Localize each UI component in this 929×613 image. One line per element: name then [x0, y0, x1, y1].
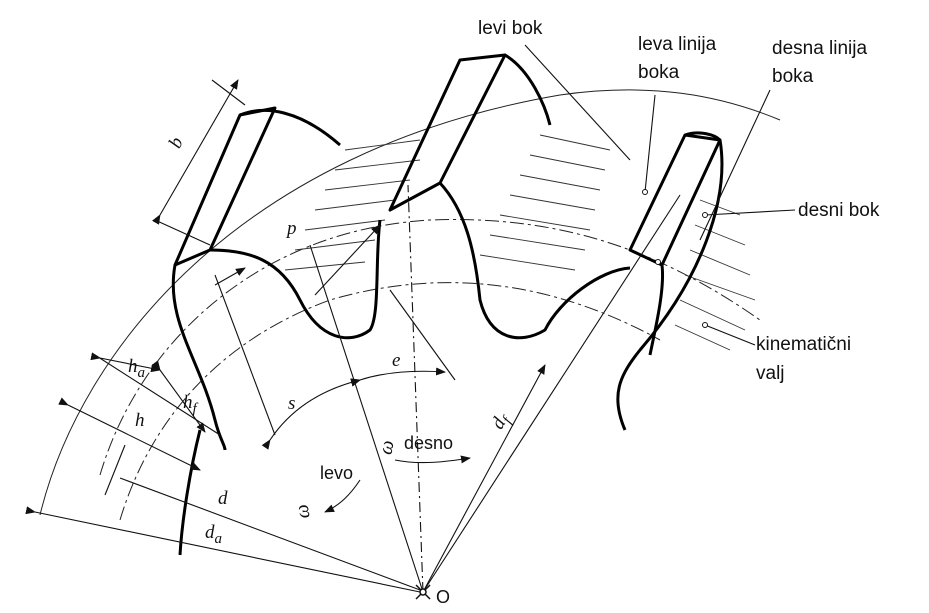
symbol-ha-main: h	[128, 356, 138, 377]
root-circle-arc	[119, 282, 661, 521]
symbol-da-sub: a	[214, 530, 223, 547]
symbol-s: s	[288, 393, 296, 414]
label-kinematicni-2: valj	[756, 363, 785, 384]
symbol-hf-main: h	[183, 392, 193, 413]
origin-point	[415, 584, 431, 600]
symbol-da: da	[205, 522, 222, 548]
symbol-d: d	[218, 488, 228, 509]
symbol-origin: O	[436, 587, 451, 607]
symbol-h: h	[135, 410, 145, 431]
label-desna-linija-2: boka	[772, 66, 814, 87]
symbol-e: e	[392, 350, 401, 371]
label-kinematicni-1: kinematični	[756, 334, 852, 355]
label-desni-bok: desni bok	[798, 200, 880, 221]
symbol-ha-sub: a	[137, 364, 146, 381]
flank-hatching	[284, 134, 756, 351]
symbol-ha: ha	[128, 356, 145, 382]
symbol-hf: hf	[183, 392, 197, 418]
label-levi-bok: levi bok	[478, 18, 543, 39]
tip-circle-arc	[39, 89, 781, 516]
symbol-p: p	[287, 218, 297, 239]
label-leva-linija-2: boka	[638, 62, 680, 83]
label-desno: desno	[404, 433, 454, 453]
symbol-hf-sub: f	[192, 400, 197, 417]
label-levo: levo	[320, 463, 354, 483]
label-leva-linija-1: leva linija	[638, 34, 717, 55]
label-desna-linija-1: desna linija	[772, 38, 868, 59]
gear-teeth	[171, 53, 724, 556]
symbol-da-main: d	[205, 522, 215, 543]
